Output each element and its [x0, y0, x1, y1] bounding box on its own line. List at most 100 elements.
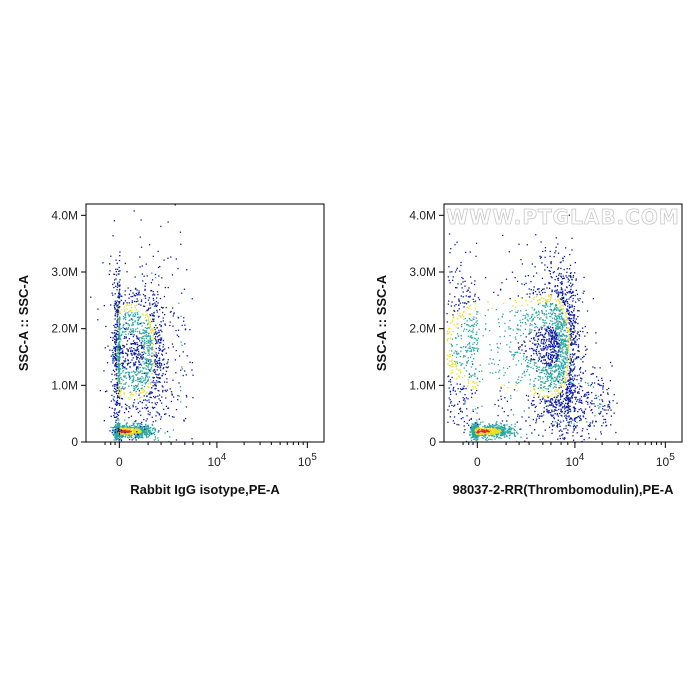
isotype-event-point	[133, 424, 135, 426]
isotype-event-point	[140, 347, 143, 349]
isotype-event-point	[147, 319, 149, 321]
thrombomodulin-event-point	[476, 378, 478, 380]
isotype-event-point	[134, 353, 137, 355]
thrombomodulin-event-point	[459, 388, 462, 390]
isotype-event-point	[164, 286, 166, 289]
thrombomodulin-event-point	[577, 316, 579, 318]
thrombomodulin-event-point	[491, 435, 493, 437]
isotype-event-point	[183, 317, 185, 319]
thrombomodulin-event-point	[503, 433, 506, 435]
isotype-event-point	[126, 422, 128, 424]
thrombomodulin-event-point	[472, 432, 474, 434]
isotype-event-point	[142, 341, 144, 343]
thrombomodulin-event-point	[560, 261, 562, 263]
isotype-event-point	[161, 349, 163, 352]
thrombomodulin-event-point	[485, 434, 487, 436]
isotype-event-point	[177, 329, 180, 331]
isotype-event-point	[118, 354, 121, 356]
thrombomodulin-event-point	[475, 317, 477, 319]
thrombomodulin-event-point	[478, 435, 480, 437]
isotype-event-point	[140, 414, 142, 416]
isotype-event-point	[120, 388, 122, 390]
thrombomodulin-event-point	[563, 428, 565, 430]
thrombomodulin-event-point	[545, 361, 548, 363]
isotype-event-point	[165, 370, 168, 372]
thrombomodulin-event-point	[559, 398, 562, 400]
thrombomodulin-event-point	[538, 366, 540, 368]
isotype-event-point	[175, 349, 177, 352]
thrombomodulin-event-point	[480, 434, 482, 436]
isotype-event-point	[145, 331, 147, 333]
thrombomodulin-event-point	[450, 411, 452, 413]
thrombomodulin-event-point	[482, 429, 484, 431]
thrombomodulin-event-point	[459, 302, 461, 304]
thrombomodulin-event-point	[559, 435, 561, 437]
isotype-event-point	[114, 433, 117, 436]
thrombomodulin-event-point	[557, 294, 559, 296]
isotype-event-point	[121, 387, 123, 389]
isotype-event-point	[156, 297, 158, 299]
thrombomodulin-event-point	[536, 326, 539, 329]
isotype-event-point	[135, 390, 137, 393]
isotype-event-point	[156, 402, 158, 404]
thrombomodulin-event-point	[501, 282, 503, 284]
thrombomodulin-event-point	[511, 271, 514, 273]
thrombomodulin-event-point	[550, 329, 552, 331]
isotype-event-point	[139, 340, 141, 342]
thrombomodulin-event-point	[532, 350, 535, 352]
isotype-event-point	[157, 332, 159, 334]
thrombomodulin-event-point	[476, 349, 478, 351]
thrombomodulin-event-point	[574, 341, 576, 343]
thrombomodulin-event-point	[506, 367, 509, 370]
thrombomodulin-event-point	[550, 383, 553, 386]
isotype-event-point	[118, 369, 120, 371]
isotype-event-point	[122, 425, 124, 428]
isotype-event-point	[147, 354, 149, 357]
thrombomodulin-event-point	[464, 280, 466, 282]
thrombomodulin-event-point	[475, 333, 477, 336]
isotype-event-point	[133, 351, 135, 354]
isotype-event-point	[117, 283, 119, 285]
thrombomodulin-event-point	[544, 346, 546, 348]
isotype-event-point	[113, 282, 115, 284]
isotype-event-point	[113, 286, 115, 289]
isotype-event-point	[116, 425, 118, 427]
isotype-event-point	[114, 347, 117, 350]
isotype-event-point	[150, 396, 152, 399]
isotype-event-point	[145, 368, 147, 370]
isotype-event-point	[116, 399, 119, 402]
thrombomodulin-event-point	[539, 298, 542, 300]
thrombomodulin-event-point	[496, 433, 498, 435]
thrombomodulin-event-point	[569, 290, 571, 293]
isotype-event-point	[140, 342, 143, 344]
isotype-event-point	[138, 318, 140, 320]
thrombomodulin-event-point	[459, 270, 461, 272]
isotype-event-point	[123, 302, 125, 304]
thrombomodulin-event-point	[476, 435, 479, 437]
isotype-event-point	[131, 375, 133, 378]
thrombomodulin-event-point	[571, 284, 573, 287]
thrombomodulin-event-point	[458, 376, 460, 378]
thrombomodulin-event-point	[569, 314, 571, 316]
isotype-event-point	[147, 367, 149, 369]
isotype-event-point	[182, 374, 184, 377]
thrombomodulin-event-point	[536, 370, 539, 372]
isotype-event-point	[140, 299, 143, 301]
thrombomodulin-event-point	[571, 342, 573, 345]
isotype-event-point	[151, 303, 154, 306]
isotype-event-point	[141, 427, 144, 429]
thrombomodulin-event-point	[573, 314, 575, 316]
thrombomodulin-event-point	[484, 436, 486, 438]
isotype-event-point	[146, 310, 148, 312]
isotype-event-point	[153, 428, 155, 430]
thrombomodulin-event-point	[562, 323, 564, 325]
thrombomodulin-event-point	[477, 297, 480, 299]
thrombomodulin-event-point	[575, 425, 577, 428]
isotype-event-point	[115, 439, 117, 441]
thrombomodulin-event-point	[552, 271, 554, 274]
isotype-event-point	[125, 382, 127, 384]
isotype-event-point	[157, 439, 159, 441]
isotype-event-point	[124, 433, 126, 436]
isotype-event-point	[129, 429, 131, 431]
isotype-event-point	[146, 327, 148, 330]
